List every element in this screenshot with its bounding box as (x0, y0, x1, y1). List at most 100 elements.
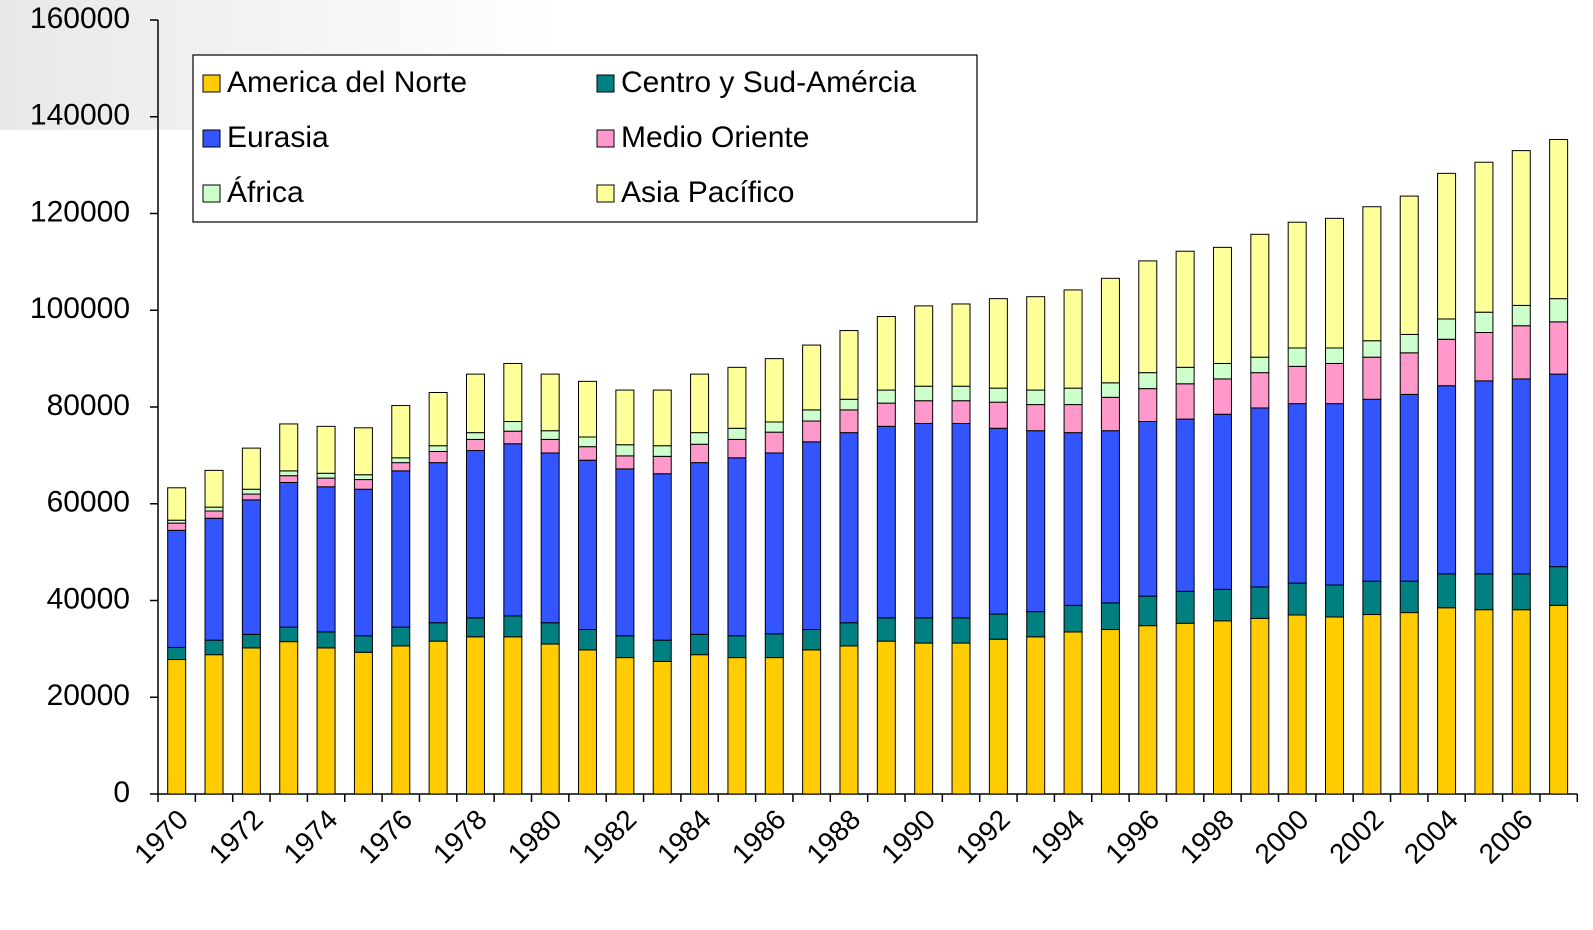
bar-segment (951, 422, 971, 619)
bar-segment (279, 626, 299, 643)
bar-segment (1212, 588, 1232, 622)
bar-segment (1026, 296, 1046, 391)
bar-segment (988, 387, 1008, 403)
bar-segment (1287, 365, 1307, 405)
bar-segment (876, 425, 896, 619)
bar-segment (316, 631, 336, 649)
bar-segment (503, 615, 523, 638)
x-tick-label: 2006 (1473, 804, 1539, 870)
bar-segment (503, 636, 523, 795)
bar-segment (428, 640, 448, 795)
bar-segment (1138, 595, 1158, 627)
bar-segment (1399, 580, 1419, 614)
bar-segment (1250, 586, 1270, 619)
bar-segment (1474, 332, 1494, 382)
bar-segment (167, 659, 187, 795)
bar-segment (428, 391, 448, 447)
bar-segment (690, 462, 710, 635)
x-tick-label: 1972 (203, 804, 269, 870)
legend-swatch (202, 129, 221, 148)
bar-segment (167, 646, 187, 661)
bar-segment (465, 438, 485, 452)
bar-segment (876, 617, 896, 642)
bar-segment (1175, 383, 1195, 420)
bar-segment (1549, 566, 1569, 606)
bar-segment (428, 462, 448, 624)
bar-segment (316, 425, 336, 474)
bar-segment (241, 647, 261, 795)
x-tick-label: 1978 (427, 804, 493, 870)
bar-segment (1437, 607, 1457, 795)
bar-segment (1138, 372, 1158, 390)
bar-segment (615, 635, 635, 659)
bar-segment (167, 529, 187, 648)
bar-segment (353, 427, 373, 476)
x-tick-label: 1990 (875, 804, 941, 870)
bar-segment (204, 469, 224, 508)
y-tick-label: 80000 (47, 389, 130, 422)
bar-segment (1063, 289, 1083, 389)
bar-segment (204, 654, 224, 795)
bar-segment (279, 475, 299, 483)
bar-segment (1549, 373, 1569, 568)
bar-segment (764, 452, 784, 635)
bar-segment (1511, 325, 1531, 380)
bar-segment (1325, 347, 1345, 364)
bar-segment (391, 457, 411, 464)
bar-segment (690, 654, 710, 795)
bar-segment (1175, 622, 1195, 795)
bar-segment (1100, 430, 1120, 604)
legend-swatch (596, 129, 615, 148)
bar-segment (1063, 604, 1083, 633)
bar-segment (391, 645, 411, 795)
bar-segment (465, 636, 485, 795)
bar-segment (1474, 573, 1494, 611)
bar-segment (204, 506, 224, 512)
legend-box (192, 54, 978, 223)
bar-segment (428, 451, 448, 464)
bar-segment (503, 430, 523, 445)
bar-segment (204, 639, 224, 656)
bar-segment (802, 441, 822, 631)
bar-segment (652, 455, 672, 475)
bar-segment (1287, 582, 1307, 616)
bar-segment (1362, 206, 1382, 342)
bar-segment (876, 402, 896, 427)
bar-segment (1399, 393, 1419, 582)
bar-segment (1250, 372, 1270, 409)
bar-segment (1325, 616, 1345, 795)
bar-segment (241, 493, 261, 501)
bar-segment (764, 633, 784, 659)
bar-segment (1250, 233, 1270, 358)
bar-segment (1212, 246, 1232, 364)
x-tick-label: 1994 (1025, 804, 1091, 870)
bar-segment (727, 657, 747, 795)
bar-segment (690, 633, 710, 656)
bar-segment (951, 642, 971, 795)
legend-swatch (596, 184, 615, 203)
bar-segment (1362, 614, 1382, 795)
bar-segment (241, 488, 261, 495)
x-tick-label: 2004 (1398, 804, 1464, 870)
bar-segment (578, 380, 598, 438)
bar-segment (690, 373, 710, 434)
bar-segment (465, 450, 485, 619)
bar-segment (503, 443, 523, 617)
bar-segment (540, 452, 560, 624)
bar-segment (802, 420, 822, 443)
bar-segment (1362, 398, 1382, 582)
bar-segment (988, 638, 1008, 795)
bar-segment (988, 401, 1008, 429)
bar-segment (1138, 625, 1158, 795)
y-tick-label: 40000 (47, 582, 130, 615)
bar-segment (578, 446, 598, 461)
bar-segment (1100, 602, 1120, 631)
bar-segment (727, 427, 747, 440)
bar-segment (540, 438, 560, 454)
bar-segment (1437, 573, 1457, 609)
x-tick-label: 2000 (1249, 804, 1315, 870)
bar-segment (465, 432, 485, 440)
bar-segment (1100, 629, 1120, 795)
bar-segment (1437, 338, 1457, 387)
x-tick-label: 1984 (651, 804, 717, 870)
